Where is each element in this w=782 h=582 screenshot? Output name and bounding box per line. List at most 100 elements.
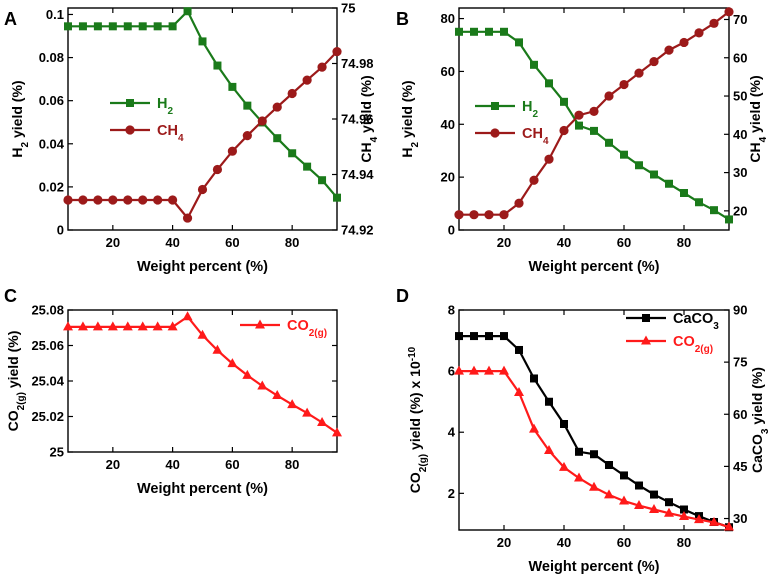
data-point-co2(g) — [242, 369, 253, 379]
y-right-tick-label: 60 — [733, 50, 747, 65]
data-point-h2 — [78, 22, 87, 31]
data-point-ch4 — [302, 75, 312, 85]
y-left-tick-label: 0.1 — [46, 7, 64, 22]
data-point-co2(g) — [212, 344, 223, 354]
data-point-ch4 — [454, 210, 464, 220]
data-point-co2(g) — [317, 417, 328, 427]
data-point-ch4 — [664, 45, 674, 55]
y-left-axis-label-part: H — [399, 147, 415, 157]
legend-label: H2 — [522, 99, 538, 120]
y-right-tick-label: 60 — [733, 407, 747, 422]
data-point-caco3 — [620, 471, 628, 480]
legend-label-part: 2 — [167, 106, 173, 117]
legend-label-part: 3 — [713, 321, 719, 332]
y-left-axis-label-part: 2(g) — [418, 454, 429, 472]
x-axis-label: Weight percent (%) — [528, 559, 659, 575]
x-tick-label: 20 — [497, 235, 511, 250]
x-tick-label: 40 — [557, 235, 571, 250]
y-left-axis-label: CO2(g) yield (%) x 10-10 — [407, 346, 429, 493]
legend-label: CH4 — [157, 123, 184, 144]
legend-label-part: 2(g) — [309, 328, 327, 339]
data-point-co2(g) — [227, 358, 238, 368]
data-point-h2 — [650, 170, 658, 179]
data-point-co2(g) — [92, 321, 103, 331]
data-point-h2 — [138, 22, 147, 31]
data-point-h2 — [64, 22, 72, 31]
y-right-tick-label: 74.96 — [341, 112, 374, 127]
x-tick-label: 60 — [617, 235, 631, 250]
data-point-h2 — [665, 179, 673, 188]
y-left-tick-label: 0.08 — [39, 50, 64, 65]
data-point-caco3 — [530, 374, 538, 383]
data-point-h2 — [530, 60, 538, 69]
data-point-h2 — [680, 189, 688, 197]
data-point-caco3 — [545, 397, 553, 406]
data-point-ch4 — [559, 125, 569, 136]
data-point-caco3 — [650, 490, 658, 499]
data-point-co2(g) — [182, 311, 193, 321]
data-point-ch4 — [724, 7, 734, 17]
data-point-caco3 — [470, 332, 478, 341]
data-point-co2(g) — [484, 365, 494, 375]
data-point-ch4 — [499, 210, 509, 220]
y-left-tick-label: 25.02 — [31, 409, 64, 424]
x-tick-label: 80 — [285, 235, 299, 250]
data-point-h2 — [560, 97, 568, 106]
y-right-axis-label: CH4 yield (%) — [747, 75, 769, 162]
data-point-co2(g) — [332, 427, 342, 437]
panel-b: B 20 40 60 80 Weight percent (%) 0 20 40 60 80 20 30… — [396, 7, 769, 275]
y-left-tick-label: 25.06 — [31, 338, 64, 353]
data-point-h2 — [515, 38, 523, 47]
y-right-tick-label: 75 — [733, 355, 747, 370]
y-left-tick-label: 4 — [448, 425, 456, 440]
legend-marker — [255, 319, 265, 329]
data-point-h2 — [273, 134, 282, 143]
x-tick-label: 40 — [165, 235, 179, 250]
data-point-ch4 — [78, 195, 88, 205]
y-right-axis-label-part: CaCO — [749, 434, 765, 473]
legend-label-part: CH — [522, 126, 543, 142]
y-left-tick-label: 25 — [50, 445, 64, 460]
y-left-tick-label: 2 — [448, 486, 455, 501]
data-point-h2 — [575, 121, 583, 130]
data-point-co2(g) — [137, 321, 148, 331]
data-point-co2(g) — [514, 387, 524, 396]
y-right-axis-label-part: 4 — [369, 136, 380, 142]
legend-marker — [126, 99, 134, 107]
plot-frame — [458, 309, 730, 531]
data-point-h2 — [153, 22, 162, 31]
data-point-ch4 — [679, 37, 689, 48]
data-point-caco3 — [605, 461, 613, 470]
data-point-h2 — [108, 22, 117, 31]
data-point-caco3 — [680, 505, 688, 514]
y-right-tick-label: 74.94 — [341, 167, 374, 182]
data-point-h2 — [725, 215, 733, 224]
y-left-tick-label: 0 — [448, 223, 455, 238]
data-point-h2 — [318, 176, 327, 185]
data-point-h2 — [620, 150, 628, 159]
data-point-h2 — [228, 82, 237, 91]
data-point-h2 — [93, 22, 102, 31]
data-point-co2(g) — [122, 321, 133, 331]
y-left-axis-label-part: CO — [407, 472, 423, 493]
data-point-ch4 — [484, 210, 494, 220]
data-point-ch4 — [227, 146, 237, 156]
data-point-ch4 — [589, 106, 599, 116]
data-point-co2(g) — [63, 321, 73, 331]
y-right-tick-label: 45 — [733, 459, 747, 474]
y-left-tick-label: 6 — [448, 364, 455, 379]
data-point-h2 — [485, 27, 493, 36]
data-point-ch4 — [529, 175, 539, 185]
data-point-co2(g) — [679, 511, 689, 521]
legend-label-part: H — [157, 96, 167, 112]
data-point-h2 — [303, 162, 312, 171]
data-point-co2(g) — [454, 365, 464, 375]
y-right-axis-label-part: yield (%) — [747, 75, 763, 136]
y-right-axis-label-part: CH — [747, 142, 763, 162]
data-point-co2(g) — [469, 365, 479, 375]
y-right-tick-label: 30 — [733, 511, 747, 526]
data-point-ch4 — [694, 28, 704, 38]
y-right-axis-label-part: 4 — [758, 136, 769, 142]
y-left-axis-label-part: CO — [5, 410, 21, 431]
legend-label-part: CaCO — [673, 311, 713, 327]
